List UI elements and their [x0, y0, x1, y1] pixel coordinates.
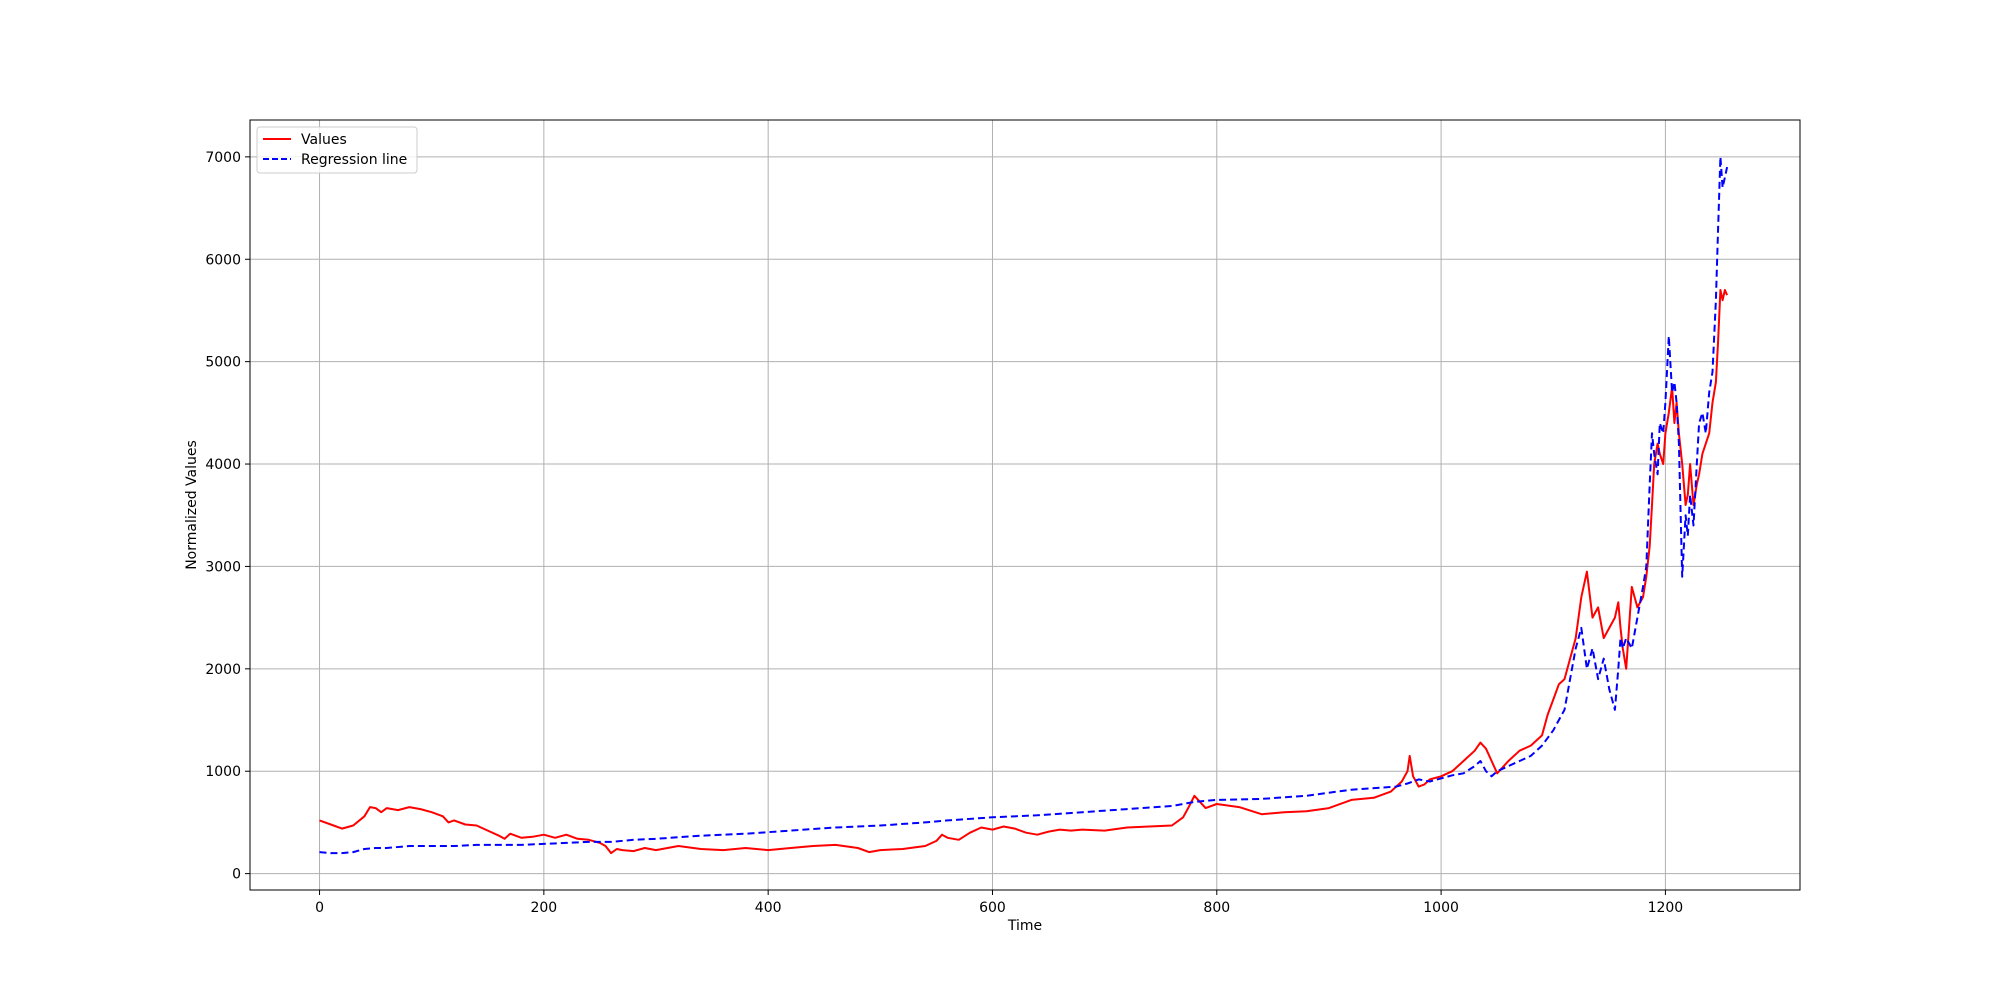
y-axis-ticks: 0 1000 2000 3000 4000 5000 6000 7000 [205, 150, 250, 883]
x-tick-label: 400 [755, 900, 782, 916]
y-tick-label: 4000 [205, 457, 241, 473]
x-tick-label: 800 [1203, 900, 1230, 916]
y-tick-label: 6000 [205, 252, 241, 268]
y-tick-label: 7000 [205, 150, 241, 166]
series-layer [319, 155, 1729, 855]
grid [250, 120, 1800, 890]
y-axis-title: Normalized Values [184, 440, 200, 570]
legend: Values Regression line [256, 126, 418, 174]
plot-frame [249, 119, 1801, 891]
y-tick-label: 5000 [205, 355, 241, 371]
x-tick-label: 1200 [1648, 900, 1684, 916]
series-line-values [319, 289, 1729, 855]
x-axis-ticks: 0 200 400 600 800 1000 1200 [315, 890, 1683, 916]
x-tick-label: 0 [315, 900, 324, 916]
x-tick-label: 200 [530, 900, 557, 916]
x-tick-label: 1000 [1423, 900, 1459, 916]
series-line-regression-line [319, 155, 1729, 855]
y-tick-label: 3000 [205, 559, 241, 575]
y-tick-label: 0 [232, 867, 241, 883]
legend-label-values: Values [301, 132, 347, 148]
legend-label-regression-line: Regression line [301, 152, 407, 168]
x-axis-title: Time [1007, 918, 1042, 934]
x-tick-label: 600 [979, 900, 1006, 916]
legend-box [256, 126, 418, 174]
y-tick-label: 2000 [205, 662, 241, 678]
y-tick-label: 1000 [205, 764, 241, 780]
